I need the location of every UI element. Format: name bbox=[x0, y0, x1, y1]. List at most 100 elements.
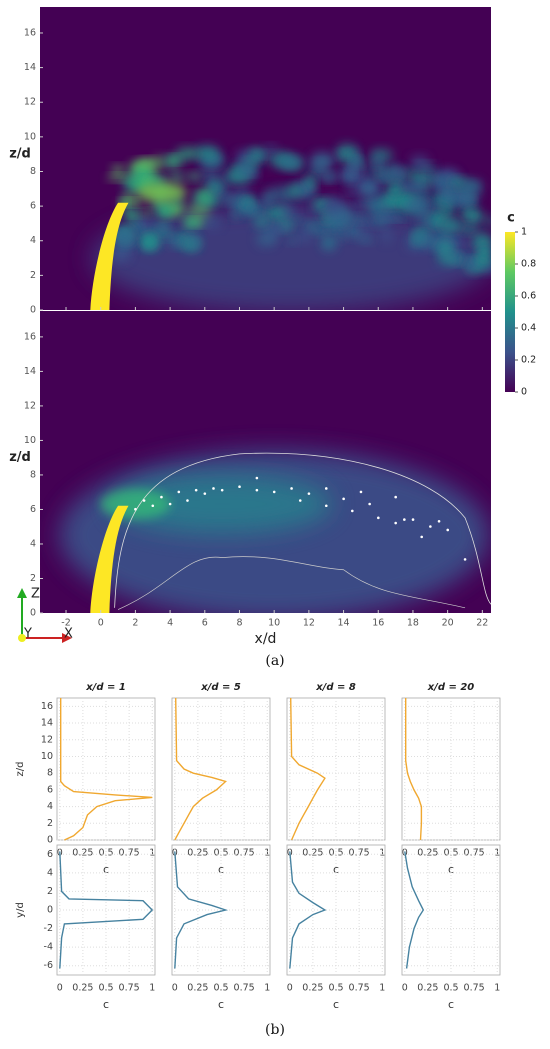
x-tick-label: 1 bbox=[264, 848, 270, 859]
x-tick-label: 0.75 bbox=[234, 983, 255, 994]
centerline-dot bbox=[212, 487, 215, 490]
field-blob bbox=[122, 194, 136, 204]
field-blob bbox=[484, 215, 491, 228]
y-tick-label: 14 bbox=[41, 718, 53, 729]
field-blob bbox=[236, 161, 254, 179]
y-tick-label: 6 bbox=[30, 504, 36, 515]
centerline-dot bbox=[238, 485, 241, 489]
x-tick-label: 0.75 bbox=[464, 983, 485, 994]
field-blob bbox=[364, 162, 373, 178]
field-blob bbox=[445, 186, 454, 199]
x-tick-label: 0.5 bbox=[328, 848, 343, 859]
field-blob bbox=[187, 236, 199, 249]
field-blob bbox=[100, 489, 171, 520]
colorbar-tick-label: 0 bbox=[521, 387, 527, 398]
field-blob bbox=[170, 170, 184, 184]
y-tick-label: 4 bbox=[47, 867, 53, 878]
centerline-dot bbox=[151, 504, 155, 508]
x-tick-label: 1 bbox=[379, 983, 385, 994]
x-tick-label: 12 bbox=[303, 618, 315, 629]
field-blob bbox=[59, 450, 490, 613]
colorbar-tick-label: 0.2 bbox=[521, 355, 536, 366]
field-blob bbox=[343, 167, 355, 185]
centerline-dot bbox=[359, 490, 363, 494]
chart-title: x/d = 20 bbox=[427, 682, 475, 693]
x-tick-label: 1 bbox=[149, 848, 155, 859]
field-blob bbox=[155, 221, 170, 236]
colorbar-tick-label: 0.4 bbox=[521, 323, 536, 334]
field-blob bbox=[277, 154, 304, 169]
field-blob bbox=[317, 172, 341, 181]
field-blob bbox=[379, 194, 399, 209]
x-tick-label: 1 bbox=[494, 848, 500, 859]
y-tick-label: 2 bbox=[47, 818, 53, 829]
field-blob bbox=[336, 227, 346, 242]
x-tick-label: 1 bbox=[494, 983, 500, 994]
centerline-dot bbox=[134, 507, 137, 511]
field-blob bbox=[421, 168, 437, 178]
profile-line bbox=[174, 697, 227, 841]
field-blob bbox=[458, 224, 479, 234]
centerline-dot bbox=[394, 521, 397, 525]
field-blob bbox=[256, 230, 277, 248]
y-tick-label: 6 bbox=[30, 201, 36, 212]
x-tick-label: 0.5 bbox=[98, 848, 113, 859]
field-blob bbox=[484, 264, 491, 274]
triad-origin bbox=[18, 634, 26, 642]
y-tick-label: 0 bbox=[30, 305, 36, 316]
centerline-dot bbox=[437, 520, 441, 523]
field-blob bbox=[141, 209, 153, 217]
x-axis-label: c bbox=[448, 998, 454, 1011]
field-blob bbox=[377, 214, 401, 221]
field-blob bbox=[263, 189, 274, 206]
y-tick-label: 8 bbox=[30, 166, 36, 177]
x-tick-label: 1 bbox=[379, 848, 385, 859]
y-tick-label: 10 bbox=[24, 435, 36, 446]
x-tick-label: 0.25 bbox=[187, 983, 208, 994]
x-tick-label: 0 bbox=[402, 983, 408, 994]
colorbar-tick-label: 1 bbox=[521, 227, 527, 238]
y-tick-label: -4 bbox=[44, 942, 53, 953]
triad-arrow bbox=[17, 588, 27, 598]
field-blob bbox=[111, 165, 125, 175]
field-blob bbox=[91, 203, 491, 310]
field-blob bbox=[404, 168, 415, 179]
y-axis-label: z/d bbox=[15, 762, 26, 777]
triad-arrow bbox=[62, 633, 72, 643]
y-axis-label: z/d bbox=[9, 147, 31, 162]
x-tick-label: 0.5 bbox=[213, 848, 228, 859]
y-tick-label: 10 bbox=[41, 751, 53, 762]
centerline-dot bbox=[411, 518, 415, 521]
x-tick-label: 0 bbox=[287, 983, 293, 994]
field-blob bbox=[404, 199, 429, 208]
field-blob bbox=[231, 208, 242, 220]
field-image bbox=[40, 7, 491, 310]
chart-title: x/d = 1 bbox=[85, 682, 126, 693]
field-blob bbox=[401, 181, 427, 193]
x-tick-label: 0.5 bbox=[443, 848, 458, 859]
field-blob bbox=[269, 225, 293, 232]
profile-line bbox=[60, 698, 153, 841]
field-blob bbox=[202, 215, 222, 230]
centerline-dot bbox=[186, 499, 189, 502]
x-tick-label: 0.75 bbox=[349, 848, 370, 859]
field-blob bbox=[209, 180, 225, 195]
y-tick-label: -2 bbox=[44, 923, 53, 934]
x-tick-label: 0.5 bbox=[213, 983, 228, 994]
y-axis-label: z/d bbox=[9, 450, 31, 465]
field-blob bbox=[247, 147, 267, 162]
field-blob bbox=[137, 158, 160, 169]
y-tick-label: 2 bbox=[30, 573, 36, 584]
field-blob bbox=[106, 174, 131, 182]
field-blob bbox=[183, 216, 200, 229]
field-blob bbox=[458, 178, 483, 196]
field-blob bbox=[286, 184, 304, 198]
x-tick-label: 20 bbox=[442, 618, 454, 629]
profile-line bbox=[174, 851, 229, 969]
field-blob bbox=[252, 215, 271, 228]
y-tick-label: 12 bbox=[24, 97, 36, 108]
centerline-dot bbox=[429, 525, 432, 528]
y-tick-label: 10 bbox=[24, 131, 36, 142]
iso-contour bbox=[117, 556, 466, 610]
